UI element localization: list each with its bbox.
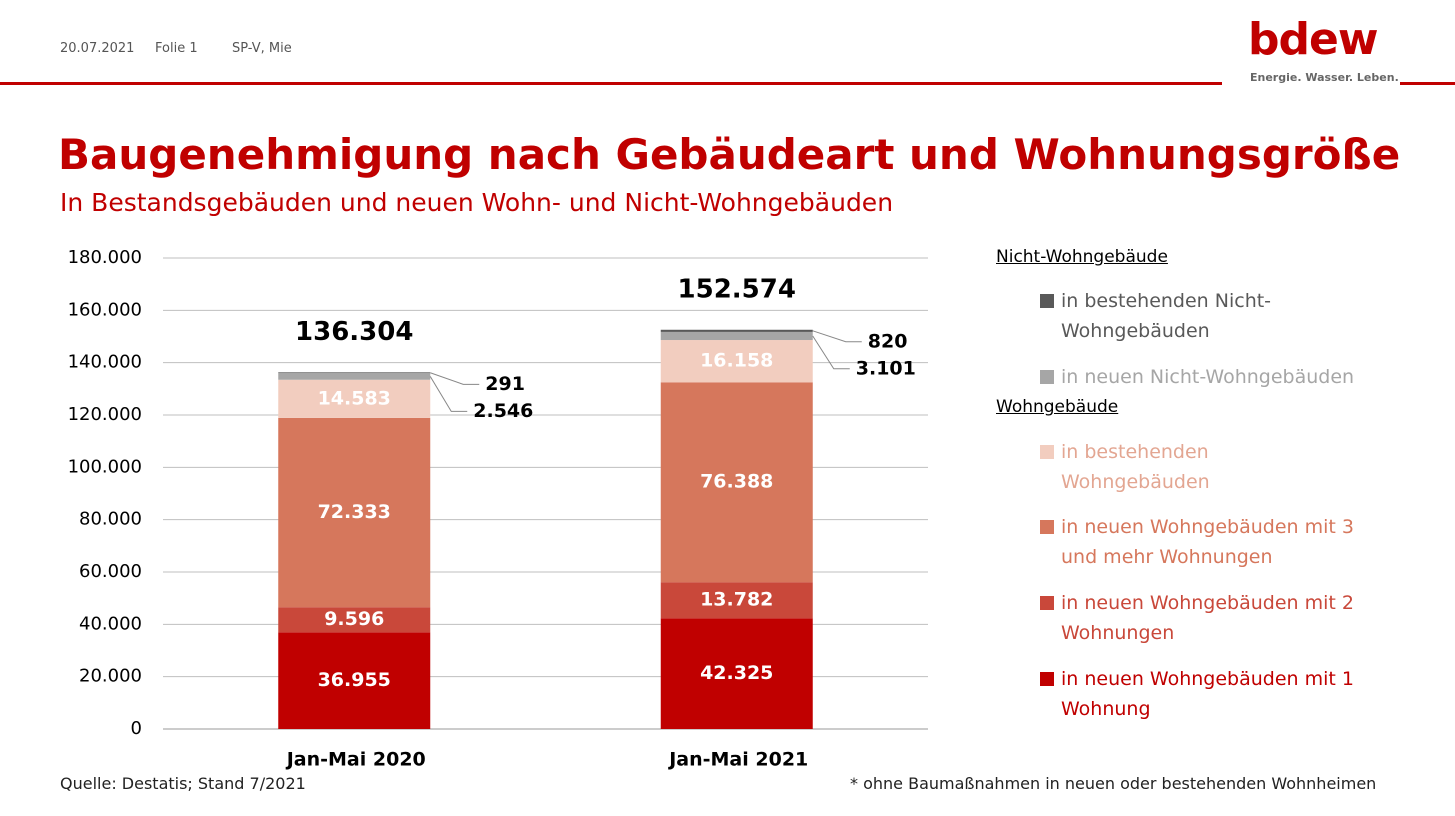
value-label: 14.583	[318, 387, 391, 409]
legend-label: in bestehenden Wohngebäuden	[1061, 441, 1210, 493]
bar-segment	[660, 618, 813, 729]
value-label: 42.325	[700, 662, 773, 684]
bar-segment	[278, 372, 431, 374]
y-tick-label: 120.000	[68, 404, 142, 425]
value-label: 291	[485, 373, 525, 395]
bar-segment	[278, 632, 431, 729]
value-label: 3.101	[856, 357, 916, 379]
value-label: 2.546	[473, 400, 533, 422]
header-rule	[0, 82, 1222, 85]
y-tick-label: 40.000	[79, 613, 142, 634]
y-tick-label: 180.000	[68, 247, 142, 268]
legend-swatch	[1040, 596, 1054, 610]
x-tick-label: Jan-Mai 2020	[285, 749, 426, 771]
leader-line	[812, 330, 862, 343]
bar-segment	[660, 331, 813, 341]
legend-group-title: Nicht-Wohngebäude	[996, 247, 1168, 267]
legend-label: in neuen Nicht-Wohngebäuden	[1061, 366, 1355, 388]
value-label: 13.782	[700, 589, 773, 611]
logo: bdew	[1248, 14, 1378, 65]
bar-segment	[278, 417, 431, 608]
author: SP-V, Mie	[232, 41, 292, 56]
header-rule	[1400, 82, 1455, 85]
legend-swatch	[1040, 370, 1054, 384]
y-tick-label: 160.000	[68, 299, 142, 320]
y-tick-label: 20.000	[79, 666, 142, 687]
value-label: 76.388	[700, 471, 773, 493]
value-label: 16.158	[700, 350, 773, 372]
bar-segment	[278, 607, 431, 633]
legend-swatch	[1040, 445, 1054, 459]
total-label: 152.574	[678, 274, 796, 304]
bar-segment	[660, 340, 813, 383]
value-label: 820	[868, 330, 908, 352]
x-tick-label: Jan-Mai 2021	[667, 749, 808, 771]
date: 20.07.2021	[60, 41, 135, 56]
footnote: * ohne Baumaßnahmen in neuen oder besteh…	[850, 774, 1377, 793]
y-tick-label: 0	[131, 718, 142, 739]
y-tick-label: 100.000	[68, 456, 142, 477]
legend-label: in neuen Wohngebäuden mit 3 und mehr Woh…	[1061, 516, 1354, 568]
y-tick-label: 60.000	[79, 561, 142, 582]
source: Quelle: Destatis; Stand 7/2021	[60, 774, 306, 793]
legend-label: in bestehenden Nicht-Wohngebäuden	[1061, 290, 1272, 342]
bar-segment	[278, 379, 431, 418]
bar-segment	[660, 382, 813, 583]
value-label: 72.333	[318, 501, 391, 523]
legend-swatch	[1040, 520, 1054, 534]
leader-line	[429, 376, 468, 412]
title: Baugenehmigung nach Gebäudeart und Wohnu…	[58, 130, 1401, 179]
leader-line	[430, 372, 480, 385]
value-label: 9.596	[324, 608, 384, 630]
value-label: 36.955	[318, 669, 391, 691]
leader-line	[812, 335, 850, 370]
legend-label: in neuen Wohngebäuden mit 2 Wohnungen	[1061, 592, 1354, 644]
total-label: 136.304	[295, 317, 413, 347]
legend-label: in neuen Wohngebäuden mit 1 Wohnung	[1061, 668, 1354, 720]
bar-segment	[660, 329, 813, 332]
legend-swatch	[1040, 294, 1054, 308]
legend-swatch	[1040, 672, 1054, 686]
bar-segment	[278, 373, 431, 380]
subtitle: In Bestandsgebäuden und neuen Wohn- und …	[60, 188, 894, 217]
bar-segment	[660, 582, 813, 619]
logo-tagline: Energie. Wasser. Leben.	[1250, 71, 1399, 84]
slide-number: Folie 1	[155, 41, 198, 56]
y-tick-label: 140.000	[68, 352, 142, 373]
y-tick-label: 80.000	[79, 509, 142, 530]
legend-group-title: Wohngebäude	[996, 397, 1119, 417]
